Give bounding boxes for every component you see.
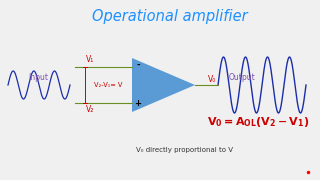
- Text: $\mathbf{V_0 = A_{OL}(V_2-V_1)}$: $\mathbf{V_0 = A_{OL}(V_2-V_1)}$: [207, 115, 309, 129]
- Text: Input: Input: [28, 73, 48, 82]
- Text: V₂-V₁= V⁤: V₂-V₁= V⁤: [94, 82, 122, 88]
- Text: V₁: V₁: [86, 55, 94, 64]
- Polygon shape: [132, 58, 195, 112]
- Text: +: +: [134, 100, 141, 109]
- Text: V₀ directly proportional to V⁤: V₀ directly proportional to V⁤: [137, 147, 234, 153]
- Text: Operational amplifier: Operational amplifier: [92, 10, 248, 24]
- Text: -: -: [136, 60, 140, 69]
- Text: V₀: V₀: [208, 75, 216, 84]
- Text: V₂: V₂: [86, 105, 94, 114]
- Text: Output: Output: [228, 73, 255, 82]
